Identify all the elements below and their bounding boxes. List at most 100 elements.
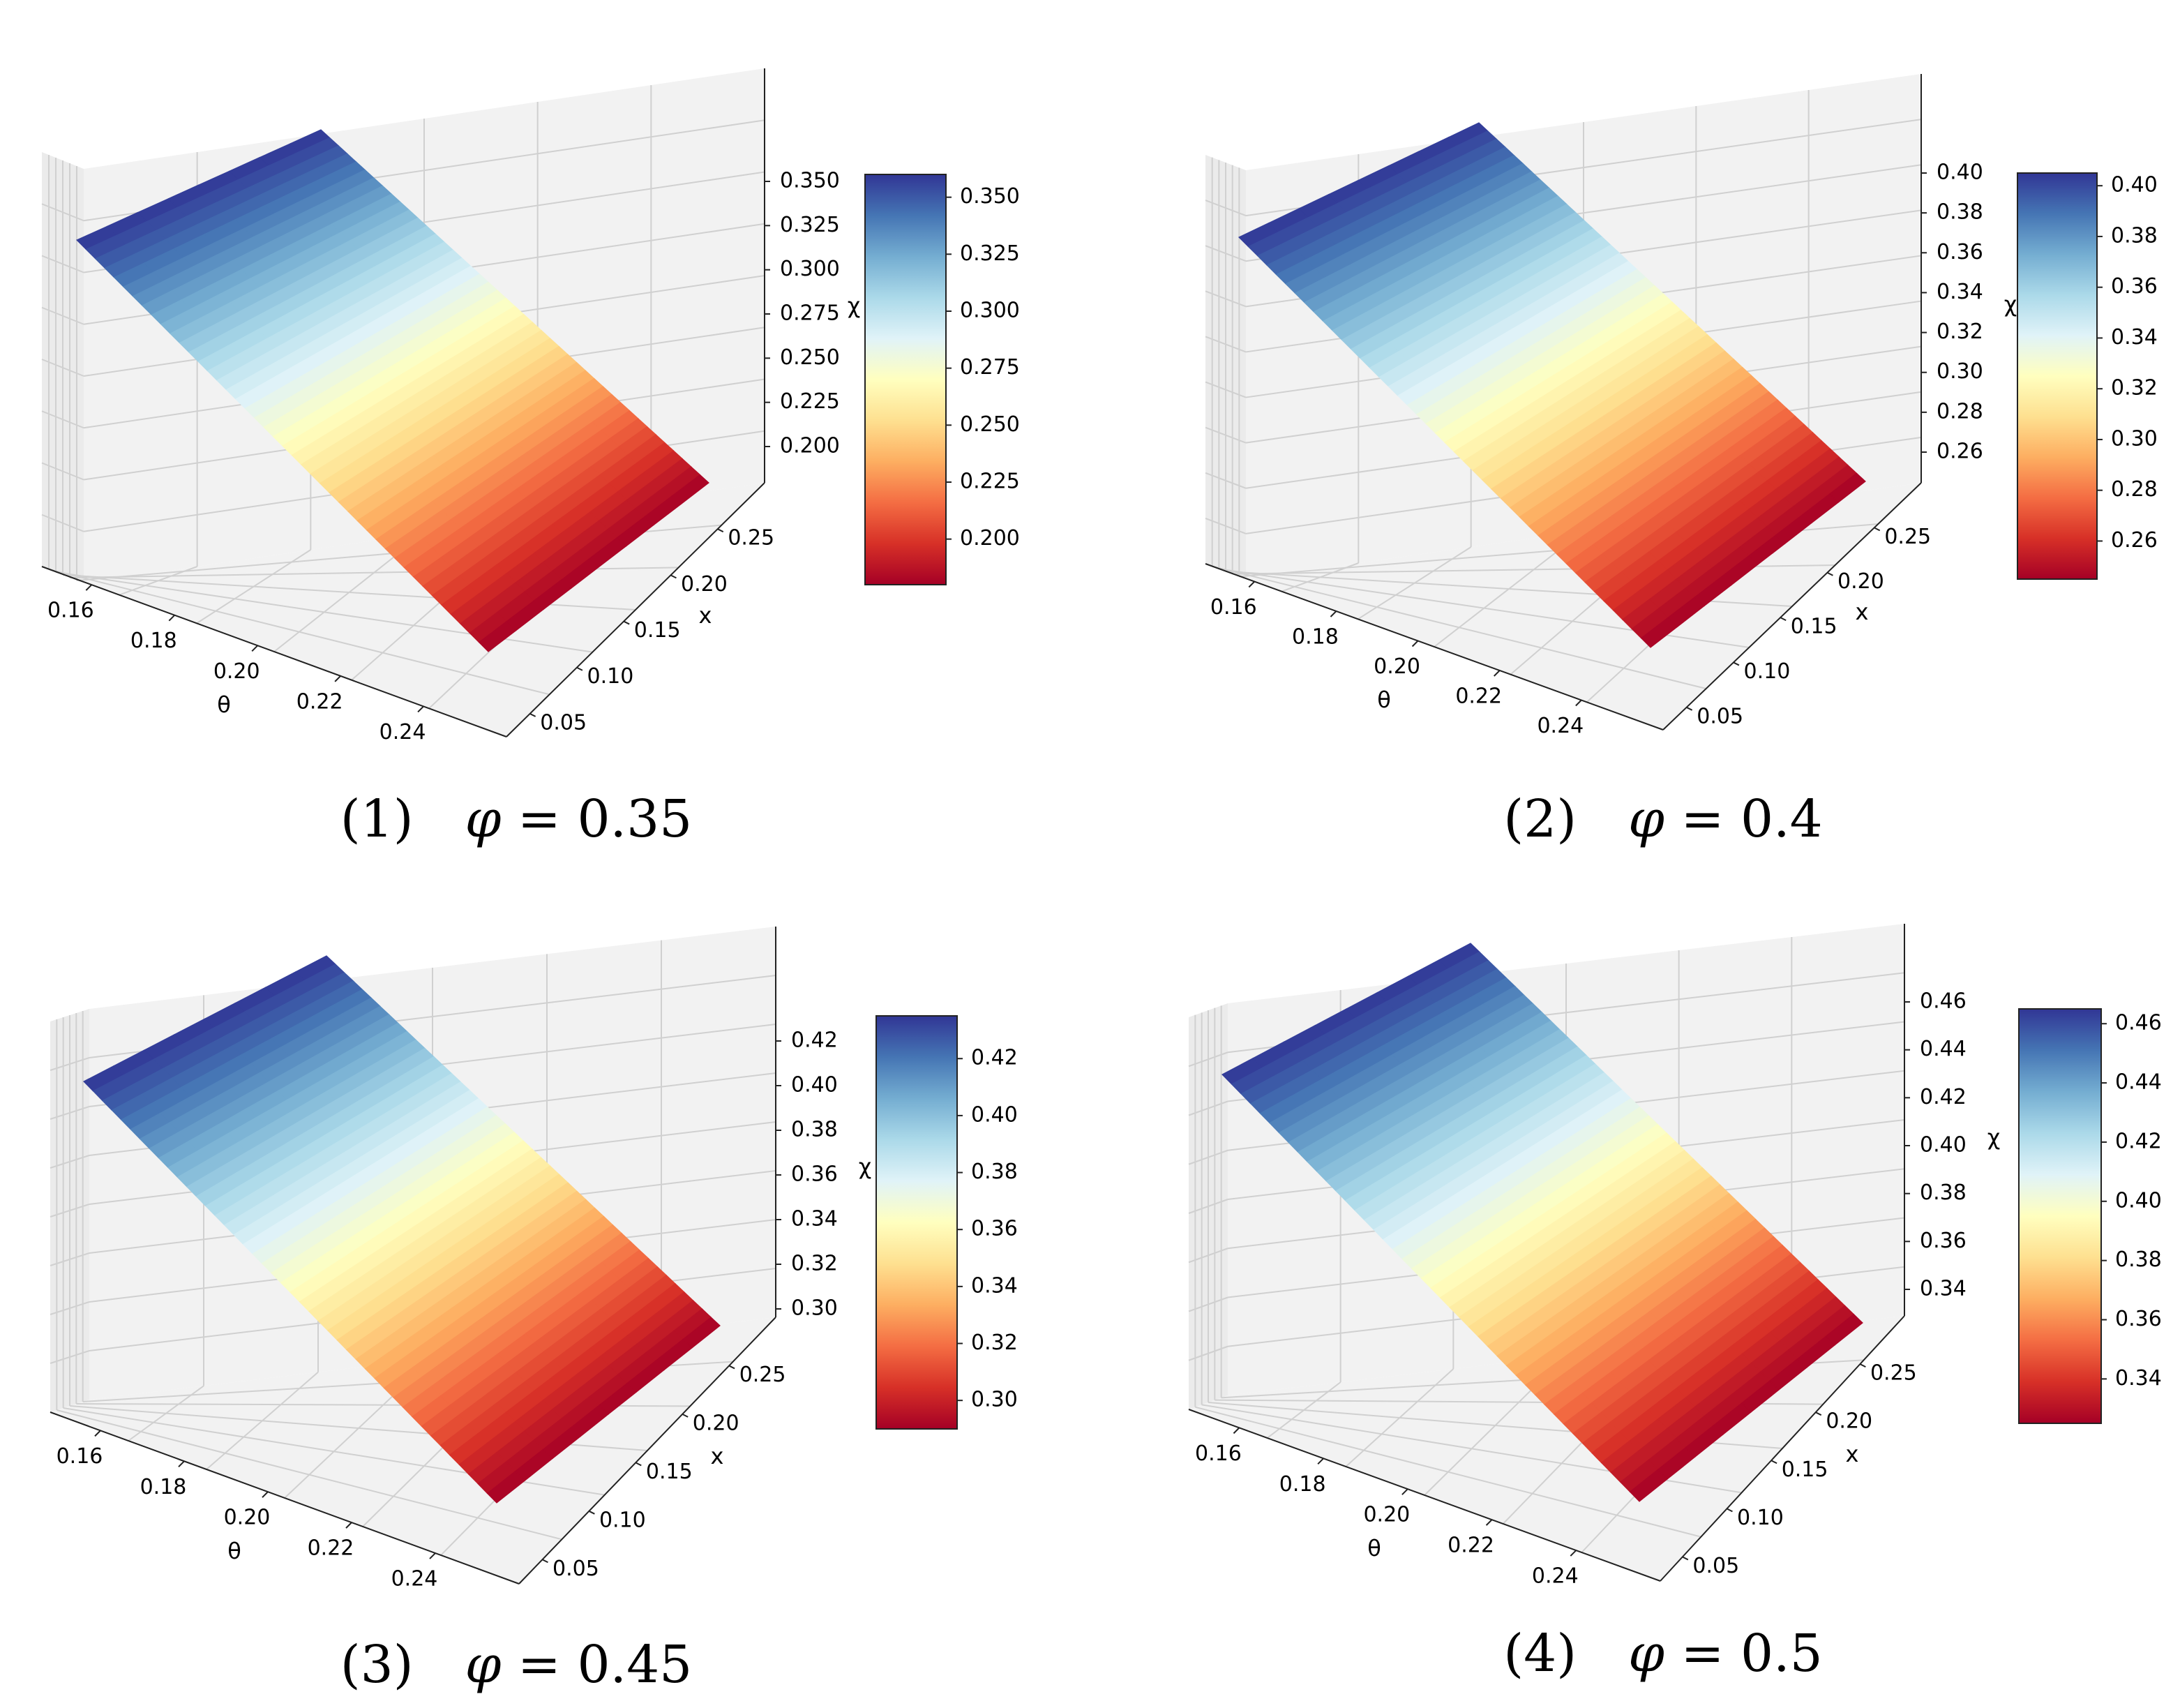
z-axis-title: χ — [2004, 291, 2017, 317]
theta-axis-title: θ — [1377, 687, 1391, 713]
z-tick-label: 0.32 — [791, 1252, 838, 1276]
grid-line-z-side — [1205, 200, 1247, 217]
z-tick-label: 0.32 — [1937, 320, 1983, 344]
chart-panel-2: 0.160.180.200.220.24θ0.050.100.150.200.2… — [1205, 74, 2158, 849]
x-axis-title: x — [1846, 1441, 1859, 1467]
x-tick-mark — [1733, 661, 1740, 666]
colorbar-tick-label: 0.34 — [2115, 1366, 2162, 1391]
grid-line-z-side — [41, 255, 84, 274]
theta-tick-mark — [1401, 1488, 1408, 1495]
grid-line-z-side — [41, 306, 84, 325]
z-tick-label: 0.350 — [780, 169, 840, 193]
grid-line-z-side — [1188, 1296, 1228, 1312]
colorbar-tick-label: 0.46 — [2115, 1011, 2162, 1035]
surface — [1238, 122, 1866, 648]
x-tick-mark — [576, 666, 583, 671]
x-axis-line — [1660, 1315, 1905, 1582]
grid-line-z-side — [1205, 517, 1247, 534]
caption-equals: = — [1664, 1624, 1741, 1684]
theta-tick-label: 0.20 — [213, 659, 260, 684]
z-axis-title: χ — [1987, 1124, 2000, 1151]
x-tick-mark — [588, 1510, 595, 1515]
x-axis-title: x — [711, 1443, 724, 1469]
z-tick-label: 0.250 — [780, 345, 840, 370]
grid-line-z-side — [50, 1204, 90, 1218]
colorbar-tick-label: 0.34 — [971, 1273, 1018, 1298]
x-tick-label: 0.15 — [646, 1460, 693, 1484]
x-tick-mark — [670, 574, 677, 579]
grid-line-x — [1195, 1406, 1701, 1538]
grid-line-z-side — [50, 1057, 90, 1071]
theta-tick-mark — [417, 705, 424, 713]
grid-line-x — [48, 569, 550, 696]
x-tick-mark — [717, 528, 724, 533]
colorbar-tick-label: 0.300 — [960, 299, 1020, 323]
z-tick-label: 0.38 — [791, 1118, 838, 1142]
colorbar-tick-label: 0.40 — [971, 1102, 1018, 1127]
grid-line-z-side — [50, 1106, 90, 1120]
x-tick-label: 0.20 — [693, 1411, 739, 1435]
colorbar-tick-label: 0.325 — [960, 241, 1020, 266]
theta-tick-mark — [345, 1522, 352, 1529]
x-tick-label: 0.05 — [1692, 1554, 1739, 1578]
z-tick-label: 0.40 — [791, 1073, 838, 1098]
caption-equals: = — [1664, 789, 1741, 849]
colorbar-tick-label: 0.32 — [971, 1331, 1018, 1355]
theta-tick-label: 0.22 — [296, 689, 343, 714]
z-tick-label: 0.200 — [780, 434, 840, 458]
x-tick-mark — [1874, 527, 1881, 532]
theta-tick-mark — [262, 1491, 269, 1498]
x-tick-label: 0.05 — [552, 1557, 599, 1581]
theta-tick-mark — [94, 1430, 101, 1437]
x-axis-line — [506, 482, 765, 737]
theta-tick-mark — [251, 645, 258, 652]
theta-tick-mark — [1233, 1427, 1240, 1434]
grid-line-z-side — [1188, 1149, 1228, 1165]
colorbar-tick-label: 0.44 — [2115, 1070, 2162, 1095]
x-tick-label: 0.05 — [540, 710, 587, 735]
theta-tick-mark — [1494, 670, 1501, 677]
caption-number: (3) — [340, 1635, 465, 1695]
z-tick-label: 0.40 — [1920, 1133, 1967, 1158]
grid-line-z-side — [41, 462, 84, 481]
panel-caption: (4) φ = 0.5 — [1503, 1624, 1822, 1684]
colorbar-tick-label: 0.42 — [2115, 1129, 2162, 1153]
z-tick-label: 0.26 — [1937, 440, 1983, 464]
z-tick-label: 0.300 — [780, 257, 840, 281]
theta-tick-mark — [1575, 699, 1582, 707]
grid-line-z-side — [50, 1155, 90, 1169]
z-tick-label: 0.225 — [780, 389, 840, 414]
x-tick-label: 0.10 — [1744, 659, 1791, 684]
grid-line-z-side — [1188, 1051, 1228, 1068]
grid-line-x — [1212, 565, 1706, 689]
theta-tick-label: 0.18 — [140, 1475, 187, 1499]
surface — [1221, 943, 1863, 1502]
x-tick-mark — [1815, 1411, 1822, 1416]
colorbar-tick-label: 0.42 — [971, 1046, 1018, 1070]
chart-panel-3: 0.160.180.200.220.24θ0.050.100.150.200.2… — [50, 927, 1018, 1695]
z-axis-title: χ — [848, 292, 860, 319]
caption-number: (4) — [1503, 1624, 1628, 1684]
theta-tick-mark — [334, 675, 341, 682]
colorbar — [2018, 1008, 2102, 1424]
caption-number: (2) — [1503, 789, 1628, 849]
caption-value: 0.45 — [577, 1635, 692, 1695]
grid-line-z-side — [41, 410, 84, 429]
colorbar-tick-label: 0.34 — [2111, 325, 2158, 350]
x-axis-title: x — [699, 602, 712, 629]
z-tick-label: 0.30 — [791, 1296, 838, 1321]
theta-tick-label: 0.20 — [1363, 1503, 1410, 1527]
grid-line-z-side — [1205, 245, 1247, 262]
caption-symbol: φ — [465, 1635, 502, 1695]
x-tick-mark — [635, 1462, 642, 1467]
x-tick-label: 0.10 — [1737, 1506, 1784, 1530]
x-tick-label: 0.10 — [587, 664, 634, 689]
x-axis-title: x — [1856, 599, 1869, 625]
x-tick-mark — [529, 713, 536, 717]
colorbar-tick-label: 0.350 — [960, 184, 1020, 209]
colorbar-tick-label: 0.225 — [960, 470, 1020, 494]
x-tick-mark — [1827, 571, 1833, 576]
colorbar-tick-label: 0.275 — [960, 355, 1020, 380]
colorbar-tick-label: 0.36 — [2115, 1307, 2162, 1331]
